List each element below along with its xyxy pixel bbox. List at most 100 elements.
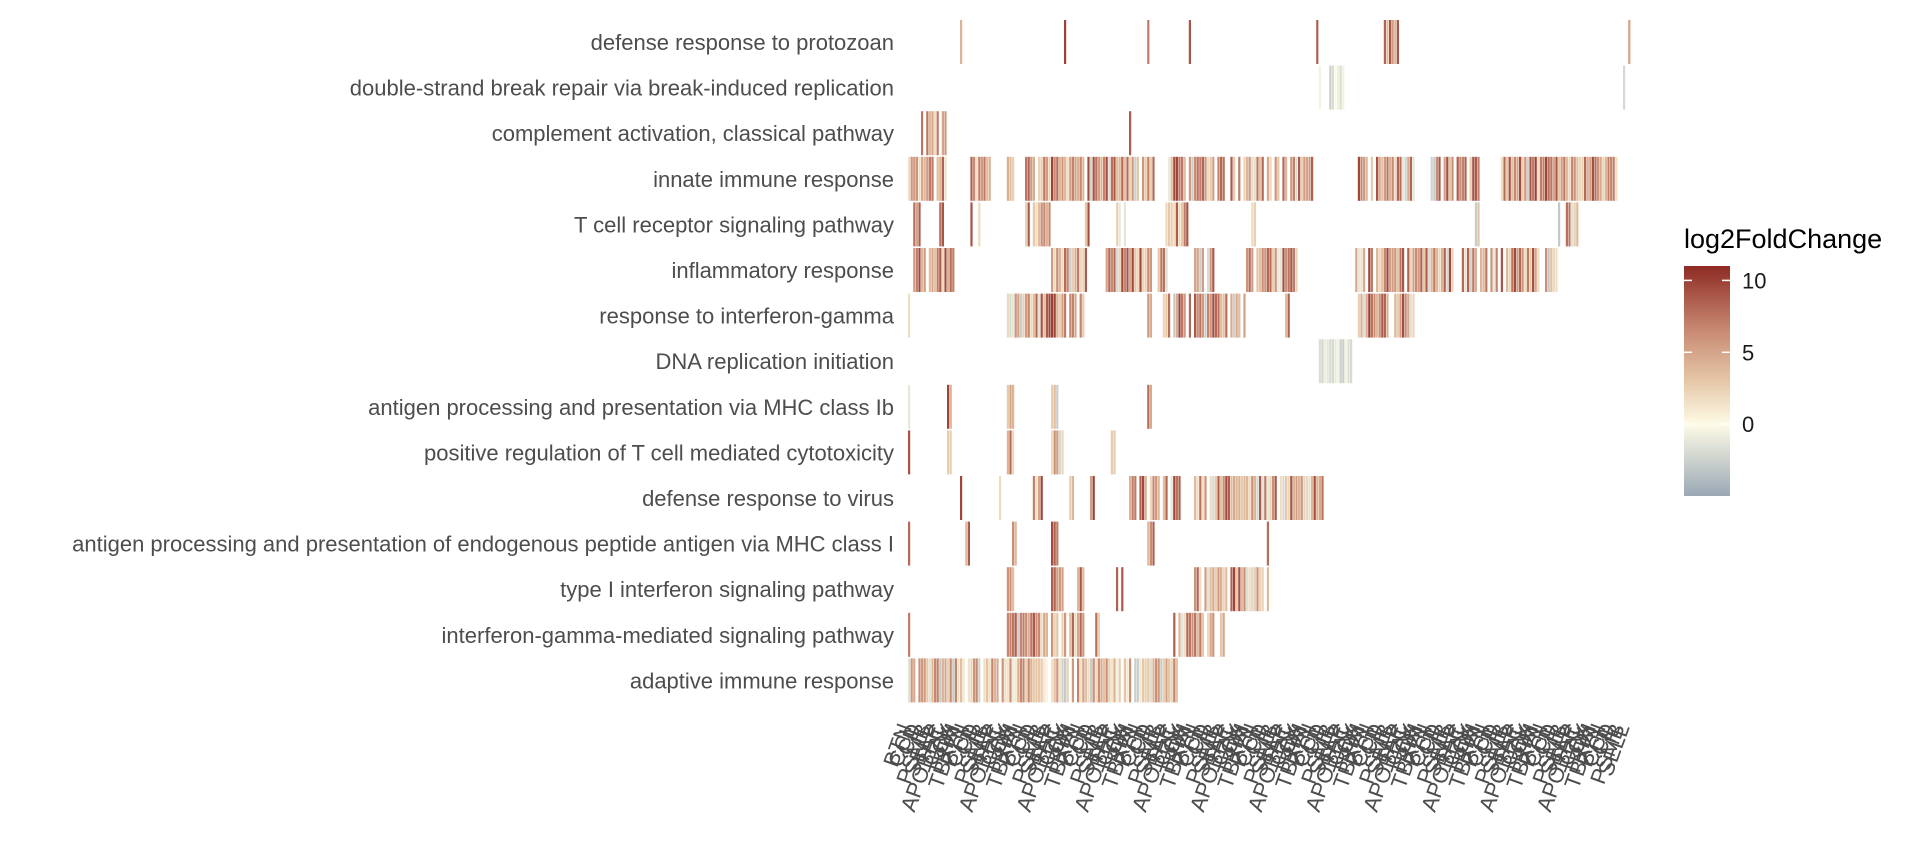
heatmap-cell bbox=[1105, 248, 1108, 292]
heatmap-cell bbox=[931, 658, 934, 703]
heatmap-cell bbox=[1599, 156, 1602, 201]
heatmap-cell bbox=[1136, 156, 1139, 201]
heatmap-cell bbox=[1212, 156, 1215, 201]
heatmap-cell bbox=[1261, 156, 1264, 201]
heatmap-cell bbox=[1162, 248, 1165, 292]
heatmap-cell bbox=[1165, 293, 1168, 338]
heatmap-cell bbox=[1149, 521, 1152, 566]
legend-ticks: 10 5 0 bbox=[1684, 268, 1766, 437]
heatmap-cell bbox=[1253, 156, 1256, 201]
heatmap-cell bbox=[1025, 658, 1028, 703]
heatmap-cell bbox=[1064, 20, 1067, 64]
heatmap-cell bbox=[1220, 293, 1223, 338]
heatmap-cell bbox=[1256, 156, 1259, 201]
heatmap-cell bbox=[1428, 248, 1431, 292]
heatmap-cell bbox=[1217, 293, 1220, 338]
heatmap-cell bbox=[1360, 156, 1363, 201]
heatmap-cell bbox=[1290, 476, 1293, 520]
heatmap-cell bbox=[1357, 293, 1360, 338]
heatmap-cell bbox=[1586, 156, 1589, 201]
heatmap-cell bbox=[1576, 202, 1579, 247]
heatmap-cell bbox=[1173, 612, 1176, 657]
heatmap-cell bbox=[1555, 248, 1558, 292]
heatmap-cell bbox=[1292, 248, 1295, 292]
heatmap-cell bbox=[1266, 567, 1269, 612]
heatmap-cell bbox=[1168, 202, 1171, 247]
heatmap-cell bbox=[1038, 612, 1041, 657]
heatmap-cell bbox=[1355, 248, 1358, 292]
heatmap-cell bbox=[1071, 612, 1074, 657]
heatmap-cell bbox=[1032, 476, 1035, 520]
heatmap-cell bbox=[1376, 248, 1379, 292]
heatmap-cell bbox=[1342, 339, 1345, 384]
heatmap-cell bbox=[1394, 156, 1397, 201]
heatmap-cell bbox=[1207, 293, 1210, 338]
heatmap-cell bbox=[1381, 248, 1384, 292]
heatmap-cell bbox=[1396, 20, 1399, 64]
heatmap-cell bbox=[1129, 248, 1132, 292]
heatmap-cell bbox=[1043, 658, 1046, 703]
heatmap-cell bbox=[1534, 156, 1537, 201]
heatmap-cell bbox=[1199, 476, 1202, 520]
heatmap-cell bbox=[1277, 156, 1280, 201]
heatmap-cell bbox=[960, 20, 963, 64]
heatmap-cell bbox=[1443, 248, 1446, 292]
heatmap-cell bbox=[1565, 202, 1568, 247]
heatmap-cell bbox=[1360, 248, 1363, 292]
heatmap-cell bbox=[975, 156, 978, 201]
heatmap-cell bbox=[1495, 248, 1498, 292]
heatmap-cell bbox=[1030, 293, 1033, 338]
heatmap-cell bbox=[970, 658, 973, 703]
heatmap-cell bbox=[1064, 248, 1067, 292]
heatmap-cell bbox=[1238, 293, 1241, 338]
heatmap-tiles bbox=[908, 20, 1631, 703]
heatmap-cell bbox=[1051, 248, 1054, 292]
heatmap-cell bbox=[1149, 248, 1152, 292]
heatmap-cell bbox=[1082, 658, 1085, 703]
heatmap-cell bbox=[1136, 658, 1139, 703]
heatmap-cell bbox=[1279, 476, 1282, 520]
heatmap-cell bbox=[1238, 156, 1241, 201]
heatmap-cell bbox=[1069, 293, 1072, 338]
heatmap-cell bbox=[1331, 339, 1334, 384]
heatmap-cell bbox=[947, 384, 950, 429]
heatmap-cell bbox=[1129, 658, 1132, 703]
heatmap-cell bbox=[1550, 156, 1553, 201]
heatmap-cell bbox=[1012, 384, 1015, 429]
heatmap-cell bbox=[1071, 248, 1074, 292]
heatmap-cell bbox=[1051, 430, 1054, 475]
heatmap-cell bbox=[1464, 248, 1467, 292]
heatmap-cell bbox=[1407, 293, 1410, 338]
heatmap-cell bbox=[1048, 293, 1051, 338]
heatmap-cell bbox=[1199, 612, 1202, 657]
heatmap-cell bbox=[1134, 156, 1137, 201]
heatmap-cell bbox=[926, 658, 929, 703]
heatmap-cell bbox=[1170, 156, 1173, 201]
heatmap-cell bbox=[1383, 20, 1386, 64]
heatmap-cell bbox=[1547, 248, 1550, 292]
heatmap-cell bbox=[1235, 476, 1238, 520]
heatmap-cell bbox=[1168, 658, 1171, 703]
heatmap-cell bbox=[1264, 248, 1267, 292]
heatmap-cell bbox=[1508, 248, 1511, 292]
heatmap-cell bbox=[1196, 293, 1199, 338]
heatmap-cell bbox=[1061, 293, 1064, 338]
heatmap-cell bbox=[1012, 612, 1015, 657]
heatmap-cell bbox=[1064, 612, 1067, 657]
heatmap-cell bbox=[1061, 567, 1064, 612]
heatmap-cell bbox=[1053, 384, 1056, 429]
heatmap-cell bbox=[1204, 476, 1207, 520]
heatmap-cell bbox=[1022, 293, 1025, 338]
heatmap-cell bbox=[1012, 293, 1015, 338]
heatmap-cell bbox=[1240, 567, 1243, 612]
heatmap-cell bbox=[1053, 293, 1056, 338]
heatmap-cell bbox=[1214, 476, 1217, 520]
heatmap-cell bbox=[1207, 248, 1210, 292]
heatmap-cell bbox=[1045, 658, 1048, 703]
heatmap-cell bbox=[1324, 339, 1327, 384]
heatmap-cell bbox=[1009, 156, 1012, 201]
heatmap-cell bbox=[1266, 248, 1269, 292]
heatmap-cell bbox=[936, 111, 939, 156]
heatmap-cell bbox=[1539, 156, 1542, 201]
heatmap-cell bbox=[1077, 248, 1080, 292]
